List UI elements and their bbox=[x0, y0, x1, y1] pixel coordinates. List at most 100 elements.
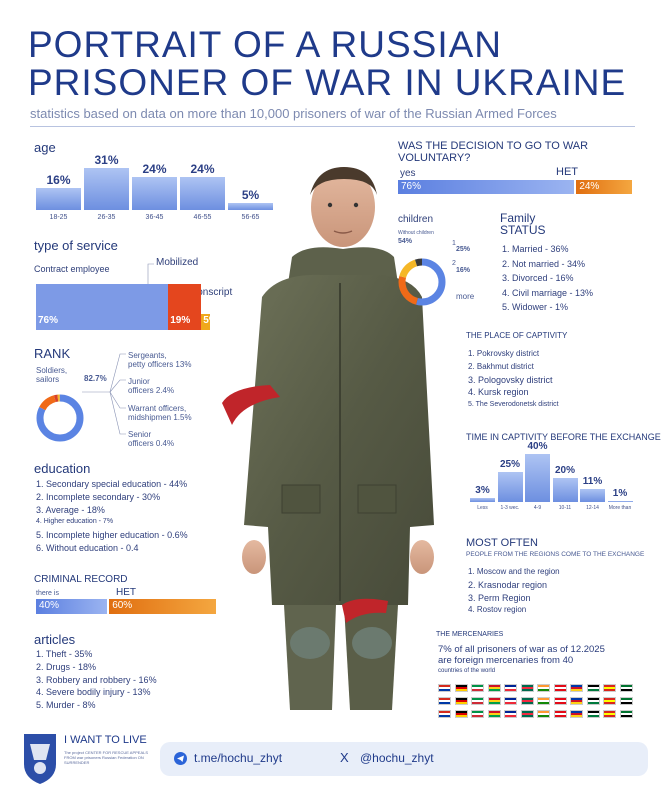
footer-social-bar bbox=[160, 742, 648, 776]
articles-item: 1. Theft - 35% bbox=[36, 649, 93, 659]
time-tick-label: 10-11 bbox=[558, 505, 572, 511]
flag-icon bbox=[603, 710, 616, 718]
most-often-item: 4. Rostov region bbox=[468, 605, 527, 615]
family-item: 1. Married - 36% bbox=[502, 244, 569, 254]
service-label-contract: Contract employee bbox=[34, 264, 110, 274]
education-item: 4. Higher education - 7% bbox=[36, 518, 114, 526]
time-tick-label: Less bbox=[477, 505, 488, 511]
age-value-label: 24% bbox=[142, 162, 167, 177]
most-often-item: 2. Krasnodar region bbox=[468, 579, 548, 590]
page-subtitle: statistics based on data on more than 10… bbox=[30, 106, 557, 121]
time-value-label: 3% bbox=[475, 485, 490, 497]
most-often-title: MOST OFTEN bbox=[466, 537, 538, 549]
age-tick-label: 36-45 bbox=[145, 214, 164, 221]
footer-org-line: The project CENTER FOR RESCUE APPEALS FR… bbox=[64, 750, 149, 765]
education-item: 5. Incomplete higher education - 0.6% bbox=[36, 530, 188, 541]
x-link[interactable]: @hochu_zhyt bbox=[360, 751, 434, 765]
time-value-label: 40% bbox=[527, 441, 548, 452]
mercenary-flags bbox=[438, 684, 638, 724]
age-value-label: 16% bbox=[46, 173, 71, 188]
flag-icon bbox=[504, 697, 517, 705]
flag-icon bbox=[487, 710, 501, 718]
criminal-title: CRIMINAL RECORD bbox=[34, 574, 128, 585]
time-value-label: 11% bbox=[582, 475, 603, 487]
rank-donut bbox=[36, 394, 84, 442]
telegram-link[interactable]: t.me/hochu_zhyt bbox=[194, 751, 283, 765]
education-list: 1. Secondary special education - 44% 2. … bbox=[36, 478, 188, 555]
time-bar bbox=[497, 472, 523, 502]
service-chart: 76% 19% 5% bbox=[36, 284, 218, 330]
time-value-label: 1% bbox=[612, 487, 628, 499]
page-title: PORTRAIT OF A RUSSIAN PRISONER OF WAR IN… bbox=[28, 26, 648, 102]
flag-icon bbox=[537, 710, 550, 718]
flag-icon bbox=[619, 684, 633, 692]
service-bar bbox=[36, 284, 169, 330]
flag-icon bbox=[471, 684, 484, 692]
criminal-label-yes: there is bbox=[36, 590, 59, 597]
articles-item: 2. Drugs - 18% bbox=[36, 661, 97, 672]
voluntary-label-no: НЕТ bbox=[556, 166, 578, 178]
articles-item: 4. Severe bodily injury - 13% bbox=[36, 687, 151, 698]
criminal-chart: 40% 60% bbox=[36, 599, 216, 614]
age-value-label: 31% bbox=[94, 153, 119, 167]
flag-icon bbox=[520, 697, 534, 705]
family-item: 2. Not married - 34% bbox=[502, 258, 586, 269]
articles-item: 3. Robbery and robbery - 16% bbox=[36, 674, 157, 685]
flag-icon bbox=[487, 684, 501, 692]
most-often-item: 1. Moscow and the region bbox=[468, 567, 560, 576]
service-title: type of service bbox=[34, 238, 118, 253]
captivity-place-item: 2. Bakhmut district bbox=[468, 361, 534, 371]
flag-icon bbox=[471, 697, 484, 705]
time-value-label: 25% bbox=[499, 459, 520, 470]
flag-icon bbox=[553, 710, 567, 718]
articles-item: 5. Murder - 8% bbox=[36, 700, 96, 711]
telegram-icon bbox=[174, 752, 187, 765]
children-pct-two: 16% bbox=[456, 267, 471, 274]
children-pct-without: 54% bbox=[398, 238, 413, 245]
time-bar bbox=[580, 488, 605, 502]
captivity-place-title: THE PLACE OF CAPTIVITY bbox=[466, 331, 568, 340]
flag-icon bbox=[553, 697, 567, 705]
mercenaries-text: 7% of all prisoners of war as of 12.2025… bbox=[438, 644, 605, 674]
service-label-mobilized: Mobilized bbox=[156, 257, 199, 268]
title-line-2: PRISONER OF WAR IN UKRAINE bbox=[28, 62, 627, 103]
age-bar bbox=[84, 168, 129, 210]
criminal-label-no: НЕТ bbox=[116, 587, 136, 598]
service-value-label: 5% bbox=[203, 315, 218, 326]
family-item: 3. Divorced - 16% bbox=[502, 273, 574, 283]
mercenaries-title: THE MERCENARIES bbox=[436, 631, 504, 638]
captivity-time-chart: 3% Less 25% 1-3 wec. 40% 4-9 20% 10-11 11% 12-14 1… bbox=[470, 441, 640, 524]
most-often-list: 1. Moscow and the region 2. Krasnodar re… bbox=[468, 566, 560, 617]
service-bar bbox=[201, 314, 210, 330]
time-tick-label: More than bbox=[608, 505, 632, 511]
age-value-label: 5% bbox=[241, 188, 260, 203]
logo-emblem bbox=[20, 730, 60, 786]
flag-icon bbox=[553, 684, 567, 692]
education-item: 3. Average - 18% bbox=[36, 504, 105, 515]
age-bar bbox=[180, 177, 225, 210]
service-label-conscript: Conscript bbox=[190, 287, 233, 298]
time-bar bbox=[607, 500, 633, 502]
most-often-item: 3. Perm Region bbox=[468, 592, 531, 603]
children-label-without: Without children bbox=[398, 230, 434, 236]
voluntary-chart: 76% 24% bbox=[398, 180, 632, 194]
flag-icon bbox=[454, 684, 468, 692]
flag-icon bbox=[520, 710, 534, 718]
family-title: Family STATUS bbox=[500, 211, 546, 237]
voluntary-bar-no: 24% bbox=[576, 180, 632, 194]
flag-icon bbox=[504, 684, 517, 692]
articles-title: articles bbox=[34, 632, 76, 647]
time-tick-label: 12-14 bbox=[586, 505, 599, 511]
flag-icon bbox=[487, 697, 501, 705]
criminal-bar-no: 60% bbox=[109, 599, 216, 614]
education-item: 1. Secondary special education - 44% bbox=[36, 479, 188, 489]
time-bar bbox=[552, 478, 578, 502]
voluntary-bar-yes: 76% bbox=[398, 180, 575, 194]
service-value-label: 76% bbox=[38, 315, 59, 326]
donut-slice bbox=[398, 258, 446, 306]
footer-brand: I WANT TO LIVE bbox=[64, 734, 147, 746]
flag-icon bbox=[537, 697, 550, 705]
education-item: 6. Without education - 0.4 bbox=[36, 542, 139, 553]
education-item: 2. Incomplete secondary - 30% bbox=[36, 491, 161, 502]
flag-icon bbox=[570, 710, 583, 718]
